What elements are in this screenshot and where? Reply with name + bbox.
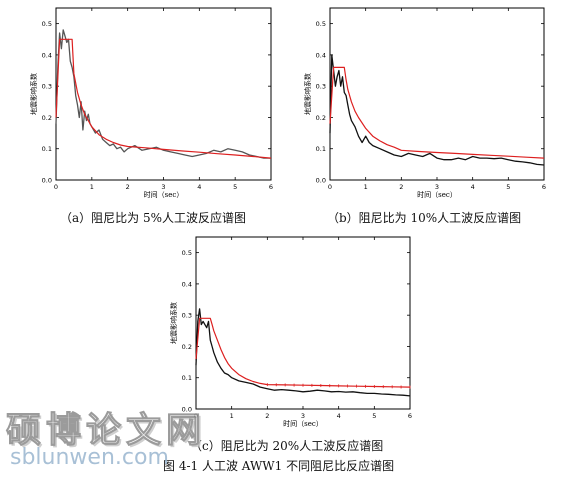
x-tick-label: 1 <box>364 183 368 191</box>
y-tick-label: 0.4 <box>42 51 52 59</box>
x-tick-label: 6 <box>542 183 546 191</box>
response-spectrum-line <box>55 29 271 159</box>
x-tick-label: 4 <box>337 412 341 420</box>
y-tick-label: 0.1 <box>42 145 52 153</box>
x-tick-label: 0 <box>194 412 198 420</box>
caption-a: （a）阻尼比为 5%人工波反应谱图 <box>60 211 247 225</box>
y-tick-label: 0.4 <box>316 51 326 59</box>
x-tick-label: 0 <box>328 183 332 191</box>
x-tick-label: 5 <box>233 183 237 191</box>
x-tick-label: 1 <box>90 183 94 191</box>
x-tick-label: 3 <box>161 183 165 191</box>
plot-frame <box>55 7 272 181</box>
design-spectrum-line <box>55 38 272 159</box>
x-tick-label: 0 <box>54 183 58 191</box>
x-tick-label: 4 <box>197 183 201 191</box>
y-tick-label: 0.5 <box>42 20 52 28</box>
y-tick-label: 0.0 <box>182 406 192 414</box>
x-axis-label: 时间（sec） <box>283 419 323 428</box>
y-tick-label: 0.5 <box>182 249 192 257</box>
x-axis-label: 时间（sec） <box>417 190 457 199</box>
y-tick-label: 0.3 <box>182 312 192 320</box>
x-tick-label: 6 <box>269 183 273 191</box>
design-spectrum-line <box>195 317 411 388</box>
x-tick-label: 5 <box>372 412 376 420</box>
x-tick-label: 2 <box>265 412 269 420</box>
y-tick-label: 0.1 <box>316 145 326 153</box>
x-tick-label: 4 <box>471 183 475 191</box>
response-spectrum-line <box>329 54 545 166</box>
y-tick-label: 0.3 <box>42 83 52 91</box>
x-tick-label: 1 <box>230 412 234 420</box>
y-axis-label: 地震影响系数 <box>303 73 312 115</box>
y-tick-label: 0.0 <box>316 177 326 185</box>
design-spectrum-line <box>329 66 545 159</box>
y-axis-label: 地震影响系数 <box>29 73 38 115</box>
response-spectrum-line <box>195 308 411 397</box>
y-tick-label: 0.2 <box>182 343 192 351</box>
y-axis-label: 地震影响系数 <box>169 302 178 344</box>
y-tick-label: 0.5 <box>316 20 326 28</box>
y-tick-label: 0.2 <box>42 114 52 122</box>
caption-c: （c）阻尼比为 20%人工波反应谱图 <box>190 439 384 453</box>
y-tick-label: 0.3 <box>316 83 326 91</box>
x-tick-label: 2 <box>126 183 130 191</box>
plot-frame <box>329 7 545 181</box>
y-tick-label: 0.2 <box>316 114 326 122</box>
figure-title: 图 4-1 人工波 AWW1 不同阻尼比反应谱图 <box>163 459 395 473</box>
watermark-cn: 硕博论文网 <box>5 411 207 452</box>
y-tick-label: 0.4 <box>182 280 192 288</box>
caption-b: （b）阻尼比为 10%人工波反应谱图 <box>327 211 522 225</box>
x-tick-label: 3 <box>301 412 305 420</box>
y-tick-label: 0.1 <box>182 374 192 382</box>
watermark-en: sblunwen.com <box>10 445 169 470</box>
x-tick-label: 3 <box>435 183 439 191</box>
x-tick-label: 2 <box>399 183 403 191</box>
x-tick-label: 5 <box>506 183 510 191</box>
plot-frame <box>195 236 411 410</box>
x-axis-label: 时间（sec） <box>144 190 184 199</box>
x-tick-label: 6 <box>408 412 412 420</box>
y-tick-label: 0.0 <box>42 177 52 185</box>
